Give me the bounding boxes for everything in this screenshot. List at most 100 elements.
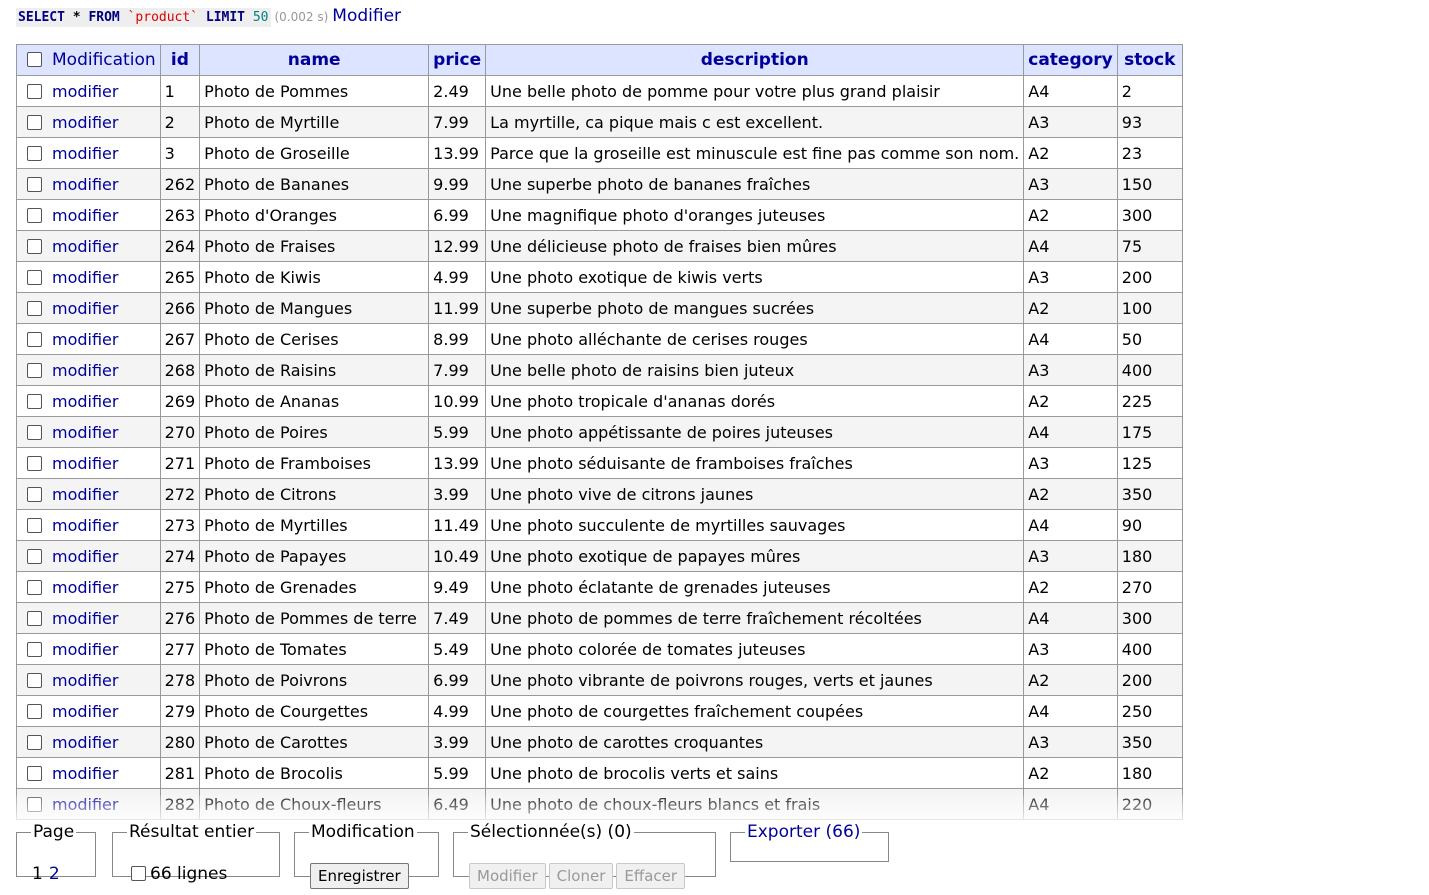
row-select-checkbox[interactable] xyxy=(27,796,42,812)
row-edit-link[interactable]: modifier xyxy=(52,577,119,597)
row-edit-link[interactable]: modifier xyxy=(52,298,119,318)
clone-selected-button[interactable]: Cloner xyxy=(548,863,614,889)
cell-category: A3 xyxy=(1023,633,1118,665)
row-select-checkbox[interactable] xyxy=(27,269,42,285)
row-select-checkbox[interactable] xyxy=(27,362,42,378)
cell-price: 4.99 xyxy=(428,261,487,293)
row-select-checkbox[interactable] xyxy=(27,176,42,192)
row-action-cell: modifier xyxy=(16,75,161,107)
row-action-cell: modifier xyxy=(16,354,161,386)
row-action-cell: modifier xyxy=(16,447,161,479)
cell-name: Photo de Raisins xyxy=(199,354,430,386)
modify-selected-button[interactable]: Modifier xyxy=(469,863,546,889)
cell-description: Une photo alléchante de cerises rouges xyxy=(485,323,1025,355)
row-edit-link[interactable]: modifier xyxy=(52,794,119,814)
row-select-checkbox[interactable] xyxy=(27,579,42,595)
row-action-cell: modifier xyxy=(16,261,161,293)
row-select-checkbox[interactable] xyxy=(27,548,42,564)
cell-price: 4.99 xyxy=(428,695,487,727)
current-page: 1 xyxy=(32,864,43,884)
row-edit-link[interactable]: modifier xyxy=(52,608,119,628)
row-edit-link[interactable]: modifier xyxy=(52,453,119,473)
cell-description: Une superbe photo de bananes fraîches xyxy=(485,168,1025,200)
row-edit-link[interactable]: modifier xyxy=(52,143,119,163)
column-header-id[interactable]: id xyxy=(159,44,201,76)
sql-query-bar: SELECT * FROM `product` LIMIT 50 (0.002 s… xyxy=(16,6,402,27)
save-button[interactable]: Enregistrer xyxy=(310,863,409,889)
cell-name: Photo d'Oranges xyxy=(199,199,430,231)
cell-category: A3 xyxy=(1023,354,1118,386)
row-edit-link[interactable]: modifier xyxy=(52,205,119,225)
row-edit-link[interactable]: modifier xyxy=(52,329,119,349)
delete-selected-button[interactable]: Effacer xyxy=(616,863,686,889)
column-header-price[interactable]: price xyxy=(428,44,487,76)
row-edit-link[interactable]: modifier xyxy=(52,422,119,442)
table-row: modifier 264 Photo de Fraises 12.99 Une déli… xyxy=(16,230,1183,262)
row-select-checkbox[interactable] xyxy=(27,393,42,409)
export-legend: Exporter (66) xyxy=(745,822,862,842)
row-select-checkbox[interactable] xyxy=(27,610,42,626)
cell-name: Photo de Choux-fleurs xyxy=(199,788,430,820)
row-select-checkbox[interactable] xyxy=(27,145,42,161)
row-select-checkbox[interactable] xyxy=(27,734,42,750)
cell-stock: 200 xyxy=(1116,664,1183,696)
row-edit-link[interactable]: modifier xyxy=(52,763,119,783)
cell-price: 6.49 xyxy=(428,788,487,820)
row-edit-link[interactable]: modifier xyxy=(52,484,119,504)
cell-description: La myrtille, ca pique mais c est excelle… xyxy=(485,106,1025,138)
row-action-cell: modifier xyxy=(16,292,161,324)
query-time: (0.002 s) xyxy=(274,10,329,24)
cell-description: Une photo succulente de myrtilles sauvag… xyxy=(485,509,1025,541)
page-link-2[interactable]: 2 xyxy=(48,864,60,884)
row-edit-link[interactable]: modifier xyxy=(52,732,119,752)
full-result-checkbox[interactable] xyxy=(131,866,146,881)
edit-query-link[interactable]: Modifier xyxy=(332,6,402,26)
row-edit-link[interactable]: modifier xyxy=(52,81,119,101)
row-edit-link[interactable]: modifier xyxy=(52,391,119,411)
row-edit-link[interactable]: modifier xyxy=(52,515,119,535)
column-header-description[interactable]: description xyxy=(485,44,1025,76)
column-header-category[interactable]: category xyxy=(1023,44,1118,76)
cell-name: Photo de Kiwis xyxy=(199,261,430,293)
column-header-stock[interactable]: stock xyxy=(1116,44,1183,76)
row-edit-link[interactable]: modifier xyxy=(52,546,119,566)
cell-description: Une belle photo de pomme pour votre plus… xyxy=(485,75,1025,107)
row-action-cell: modifier xyxy=(16,137,161,169)
row-edit-link[interactable]: modifier xyxy=(52,360,119,380)
select-all-checkbox[interactable] xyxy=(27,52,42,67)
row-edit-link[interactable]: modifier xyxy=(52,174,119,194)
row-select-checkbox[interactable] xyxy=(27,331,42,347)
row-edit-link[interactable]: modifier xyxy=(52,267,119,287)
pagination-legend: Page xyxy=(33,822,75,842)
table-row: modifier 274 Photo de Papayes 10.49 Une phot… xyxy=(16,540,1183,572)
table-row: modifier 265 Photo de Kiwis 4.99 Une photo e… xyxy=(16,261,1183,293)
cell-description: Une photo tropicale d'ananas dorés xyxy=(485,385,1025,417)
cell-price: 11.49 xyxy=(428,509,487,541)
export-link[interactable]: Exporter (66) xyxy=(747,822,861,842)
table-row: modifier 282 Photo de Choux-fleurs 6.49 Une … xyxy=(16,788,1183,820)
cell-stock: 180 xyxy=(1116,757,1183,789)
row-edit-link[interactable]: modifier xyxy=(52,701,119,721)
row-select-checkbox[interactable] xyxy=(27,517,42,533)
row-select-checkbox[interactable] xyxy=(27,424,42,440)
row-edit-link[interactable]: modifier xyxy=(52,639,119,659)
row-select-checkbox[interactable] xyxy=(27,114,42,130)
cell-id: 270 xyxy=(159,416,201,448)
row-select-checkbox[interactable] xyxy=(27,455,42,471)
column-header-name[interactable]: name xyxy=(199,44,430,76)
row-select-checkbox[interactable] xyxy=(27,238,42,254)
row-select-checkbox[interactable] xyxy=(27,672,42,688)
row-select-checkbox[interactable] xyxy=(27,300,42,316)
cell-description: Une photo appétissante de poires juteuse… xyxy=(485,416,1025,448)
row-select-checkbox[interactable] xyxy=(27,641,42,657)
row-edit-link[interactable]: modifier xyxy=(52,112,119,132)
row-select-checkbox[interactable] xyxy=(27,207,42,223)
row-select-checkbox[interactable] xyxy=(27,486,42,502)
row-select-checkbox[interactable] xyxy=(27,703,42,719)
row-edit-link[interactable]: modifier xyxy=(52,236,119,256)
results-table: Modification id name price description c… xyxy=(16,44,1183,820)
row-select-checkbox[interactable] xyxy=(27,83,42,99)
results-table-container[interactable]: Modification id name price description c… xyxy=(16,44,1199,821)
row-select-checkbox[interactable] xyxy=(27,765,42,781)
row-edit-link[interactable]: modifier xyxy=(52,670,119,690)
